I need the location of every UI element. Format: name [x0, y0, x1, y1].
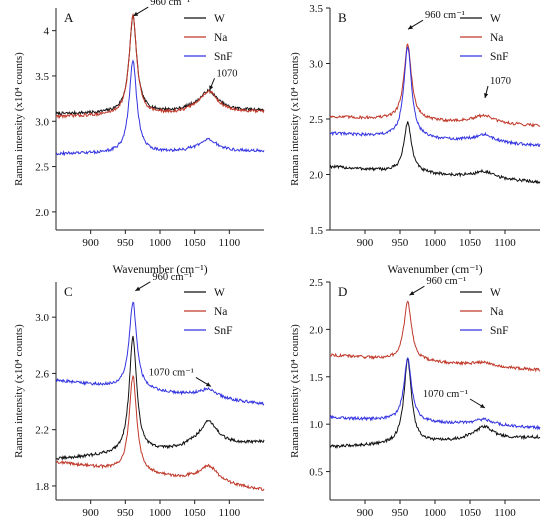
- chart-panel-b: 900 950 1000 1050 1100 1.5 2.0 2.5 3.0 3.5 Raman i…: [289, 3, 541, 276]
- y-tick-label: 2.2: [35, 425, 49, 437]
- series-line-w: [329, 357, 541, 450]
- series-line-w: [55, 335, 265, 461]
- y-tick-label: 1.5: [309, 372, 323, 384]
- annotation-arrowhead: [205, 382, 211, 387]
- series-line-na: [55, 12, 265, 119]
- x-tick-label: 900: [357, 507, 374, 519]
- y-axis-label: Raman intensity (x10⁴ counts): [289, 52, 301, 186]
- y-tick-label: 2.5: [309, 277, 323, 289]
- panel-letter: A: [64, 10, 74, 25]
- annotation-arrowhead: [408, 25, 413, 30]
- x-tick-label: 1000: [424, 507, 447, 519]
- series-line-snf: [329, 46, 541, 148]
- series-line-na: [55, 374, 265, 491]
- x-tick-label: 1050: [184, 507, 207, 519]
- series-line-na: [329, 43, 541, 128]
- y-tick-label: 2.6: [35, 368, 49, 380]
- x-tick-label: 1050: [459, 237, 482, 249]
- legend-label-na: Na: [490, 306, 503, 318]
- chart-panel-c: 900 950 1000 1050 1100 1.8 2.2 2.6 3.0 Raman inte…: [13, 272, 265, 519]
- x-tick-label: 1100: [219, 507, 241, 519]
- y-tick-label: 3.5: [35, 71, 49, 83]
- annotation-arrowhead: [135, 286, 141, 291]
- y-tick-label: 2.0: [35, 207, 49, 219]
- x-tick-label: 900: [357, 237, 374, 249]
- annotation-label: 960 cm⁻¹: [425, 10, 465, 21]
- y-tick-label: 1.8: [35, 481, 49, 493]
- x-tick-label: 1050: [459, 507, 482, 519]
- legend-label-snf: SnF: [490, 51, 509, 63]
- series-line-snf: [55, 301, 265, 406]
- x-tick-label: 1050: [184, 237, 207, 249]
- annotation-arrowhead: [133, 11, 139, 17]
- x-tick-label: 950: [392, 237, 409, 249]
- y-tick-label: 1.0: [309, 419, 323, 431]
- series-line-w: [329, 121, 541, 185]
- y-tick-label: 3.5: [309, 3, 323, 15]
- legend-label-na: Na: [214, 306, 227, 318]
- annotation-arrowhead: [209, 85, 214, 91]
- panel-letter: D: [338, 284, 347, 299]
- y-tick-label: 4: [44, 26, 50, 38]
- legend-label-na: Na: [490, 32, 503, 44]
- x-axis-label: Wavenumber (cm⁻¹): [387, 264, 482, 276]
- y-tick-label: 2.0: [309, 324, 323, 336]
- y-tick-label: 2.5: [35, 162, 49, 174]
- x-axis-label: Wavenumber (cm⁻¹): [112, 264, 207, 276]
- annotation-arrowhead: [483, 93, 489, 99]
- series-line-w: [55, 13, 265, 117]
- y-axis-label: Raman intensity (x10⁴ counts): [13, 324, 25, 458]
- annotation-label: 1070 cm⁻¹: [423, 389, 468, 400]
- legend-label-w: W: [490, 287, 501, 299]
- x-tick-label: 1100: [219, 237, 241, 249]
- x-tick-label: 950: [392, 507, 409, 519]
- x-tick-label: 1100: [494, 507, 516, 519]
- legend-label-w: W: [214, 13, 225, 25]
- x-tick-label: 1000: [424, 237, 447, 249]
- series-line-snf: [55, 59, 265, 157]
- legend-label-snf: SnF: [490, 325, 509, 337]
- y-tick-label: 1.5: [309, 225, 323, 237]
- x-tick-label: 900: [82, 237, 99, 249]
- annotation-label: 960 cm⁻¹: [150, 0, 190, 8]
- y-tick-label: 3.0: [309, 59, 323, 71]
- chart-panel-d: 900 950 1000 1050 1100 0.5 1.0 1.5 2.0 2.5 Raman i…: [289, 276, 541, 519]
- x-tick-label: 1000: [149, 507, 172, 519]
- legend-label-w: W: [214, 287, 225, 299]
- annotation-label: 960 cm⁻¹: [152, 272, 192, 283]
- x-tick-label: 950: [117, 507, 134, 519]
- y-axis-label: Raman intensity (x10⁴ counts): [289, 324, 301, 458]
- x-tick-label: 950: [117, 237, 134, 249]
- legend-label-snf: SnF: [214, 51, 233, 63]
- annotation-label: 1070: [490, 76, 511, 87]
- annotation-label: 1070: [217, 68, 238, 79]
- panel-letter: C: [64, 284, 73, 299]
- series-line-snf: [329, 357, 541, 431]
- y-tick-label: 2.5: [309, 114, 323, 126]
- y-tick-label: 3.0: [35, 312, 49, 324]
- y-tick-label: 2.0: [309, 170, 323, 182]
- annotation-label: 960 cm⁻¹: [426, 276, 466, 287]
- y-tick-label: 3.0: [35, 116, 49, 128]
- series-line-na: [329, 300, 541, 373]
- chart-panel-a: 900 950 1000 1050 1100 2.0 2.5 3.0 3.5 4 Raman int…: [13, 0, 265, 276]
- panel-letter: B: [338, 10, 347, 25]
- y-axis-label: Raman intensity (x10⁴ counts): [13, 52, 25, 186]
- x-tick-label: 1000: [149, 237, 172, 249]
- annotation-arrowhead: [480, 403, 485, 409]
- annotation-label: 1070 cm⁻¹: [149, 367, 194, 378]
- x-tick-label: 900: [82, 507, 99, 519]
- legend-label-w: W: [490, 13, 501, 25]
- legend-label-na: Na: [214, 32, 227, 44]
- x-tick-label: 1100: [494, 237, 516, 249]
- legend-label-snf: SnF: [214, 325, 233, 337]
- annotation-arrowhead: [409, 291, 415, 296]
- y-tick-label: 0.5: [309, 467, 323, 479]
